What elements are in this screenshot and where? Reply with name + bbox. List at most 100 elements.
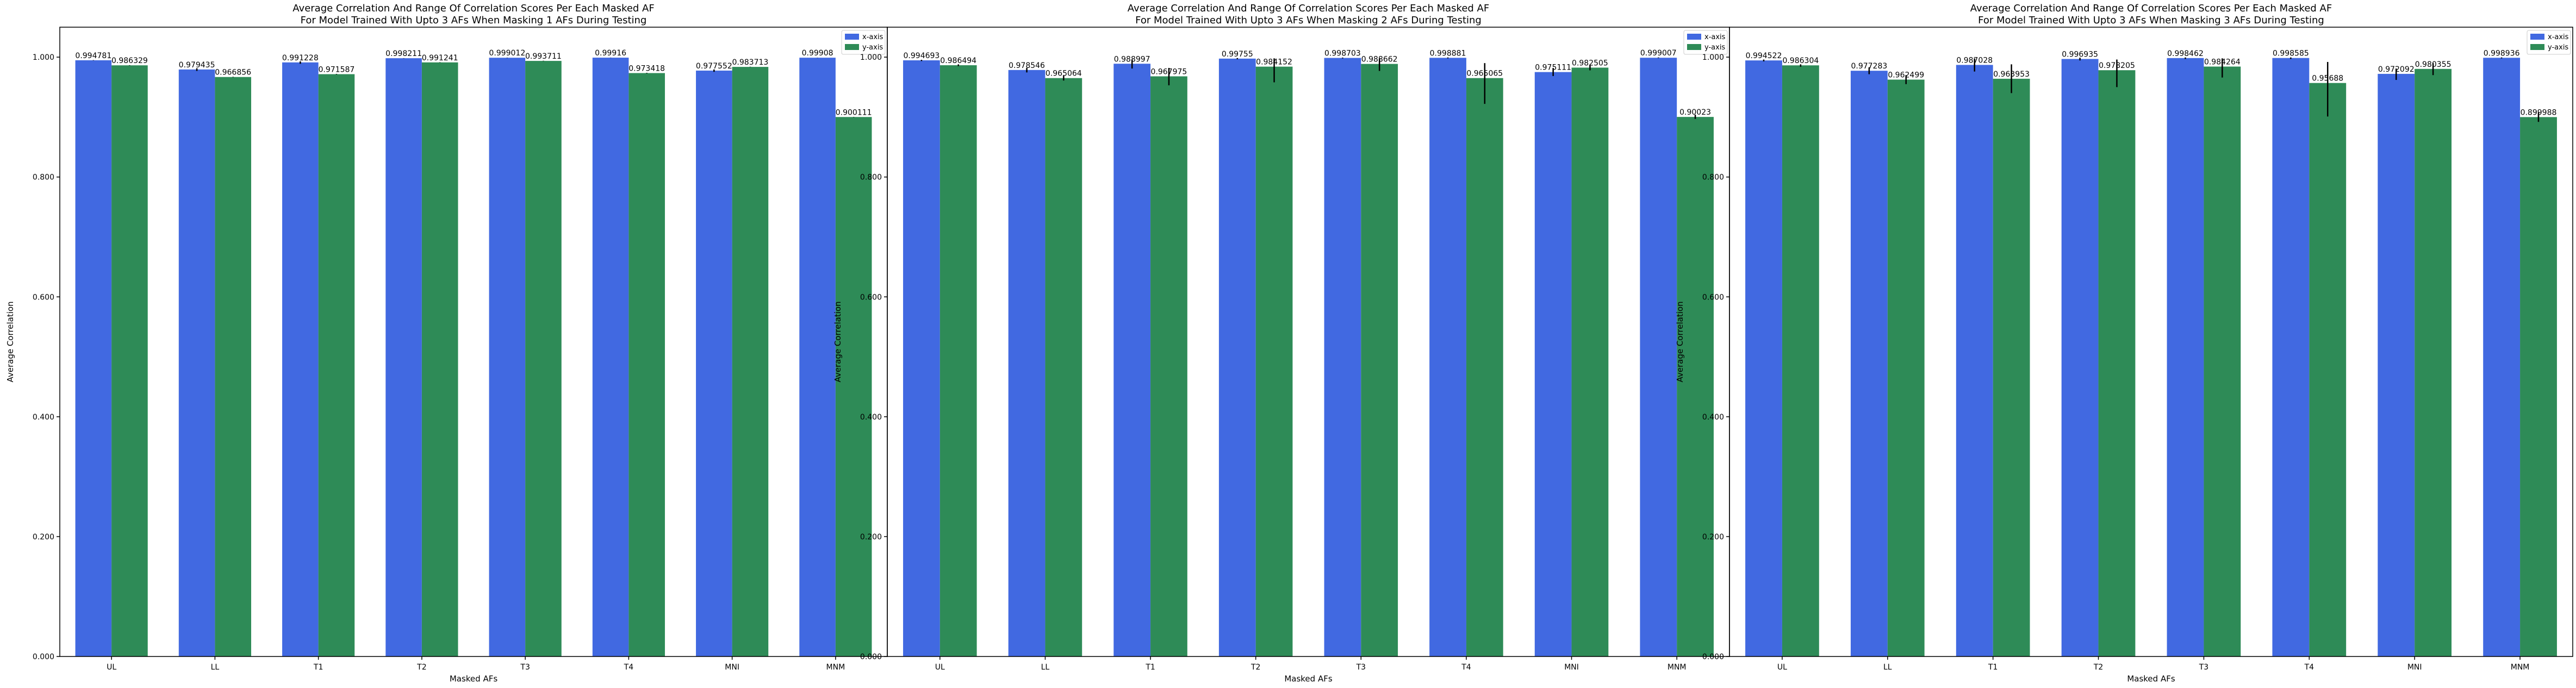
x-tick-label: T1 — [313, 663, 323, 672]
x-tick-label: MNI — [725, 663, 739, 672]
data-label: 0.998881 — [1430, 49, 1466, 58]
bar-y-axis-t1 — [1993, 78, 2030, 656]
legend-swatch — [1687, 34, 1701, 40]
x-tick-label: UL — [935, 663, 945, 672]
data-label: 0.984264 — [2204, 58, 2241, 66]
bar-y-axis-t4 — [2309, 83, 2347, 657]
y-axis-label: Average Correlation — [1675, 301, 1685, 382]
bar-x-axis-t1 — [282, 62, 319, 656]
bar-x-axis-t4 — [592, 58, 629, 657]
legend-swatch — [1687, 44, 1701, 50]
data-label: 0.971587 — [319, 65, 355, 74]
legend-label: x-axis — [1704, 33, 1726, 41]
bar-y-axis-t3 — [2204, 66, 2241, 656]
chart-panel-1: 0.994781 0.979435 0.991228 0.998211 0.999012… — [5, 3, 888, 684]
data-label: 0.998936 — [2484, 49, 2520, 58]
data-label: 0.986304 — [1782, 57, 1819, 65]
y-tick-label: 0.200 — [33, 533, 54, 541]
data-label: 0.95688 — [2312, 74, 2343, 83]
data-label: 0.90023 — [1679, 108, 1711, 117]
x-tick-label: T3 — [1356, 663, 1366, 672]
bar-y-axis-t1 — [318, 74, 355, 657]
bar-x-axis-ul — [903, 60, 940, 656]
x-tick-label: T4 — [1461, 663, 1471, 672]
data-label: 0.977552 — [696, 62, 732, 71]
bar-x-axis-t1 — [1956, 65, 1993, 657]
y-tick-label: 0.800 — [860, 173, 882, 182]
data-label: 0.994522 — [1746, 52, 1782, 60]
data-label: 0.966856 — [215, 68, 251, 77]
data-label: 0.984152 — [1256, 58, 1292, 67]
x-tick-label: MNI — [2407, 663, 2422, 672]
bar-x-axis-t4 — [2272, 58, 2310, 657]
x-axis-label: Masked AFs — [1284, 674, 1333, 684]
bar-x-axis-ll — [1008, 70, 1046, 656]
data-label: 0.987028 — [1956, 56, 1993, 65]
x-tick-label: T4 — [2304, 663, 2314, 672]
legend-swatch — [2530, 44, 2544, 50]
x-tick-label: MNM — [2511, 663, 2530, 672]
data-label: 0.982505 — [1572, 59, 1608, 67]
data-label: 0.999007 — [1640, 49, 1677, 58]
bar-x-axis-mnm — [2483, 58, 2521, 657]
data-label: 0.99755 — [1222, 50, 1253, 59]
legend-label: y-axis — [862, 43, 883, 52]
y-tick-label: 1.000 — [860, 53, 882, 62]
y-tick-label: 0.800 — [33, 173, 54, 182]
bar-x-axis-t3 — [489, 58, 526, 657]
legend-label: y-axis — [1704, 43, 1725, 52]
x-axis-label: Masked AFs — [2127, 674, 2175, 684]
data-label: 0.998703 — [1324, 49, 1361, 58]
data-label: 0.972092 — [2378, 65, 2415, 74]
chart-title: Average Correlation And Range Of Correla… — [1128, 3, 1489, 14]
data-label: 0.991228 — [282, 54, 319, 62]
bar-x-axis-t2 — [385, 58, 422, 657]
legend-swatch — [845, 34, 859, 40]
bar-y-axis-ul — [939, 65, 977, 656]
bar-y-axis-t2 — [1255, 66, 1293, 656]
bar-y-axis-ul — [1782, 65, 1819, 657]
bar-y-axis-t4 — [1466, 78, 1503, 657]
x-tick-label: T1 — [1988, 663, 1998, 672]
data-label: 0.965065 — [1466, 70, 1503, 78]
data-label: 0.994693 — [904, 52, 940, 60]
y-tick-label: 0.000 — [1702, 653, 1724, 661]
bar-x-axis-ll — [1850, 71, 1888, 657]
bar-x-axis-mni — [2378, 73, 2415, 656]
legend-label: x-axis — [2548, 33, 2569, 41]
bar-x-axis-t2 — [1218, 58, 1256, 657]
y-tick-label: 0.400 — [1702, 413, 1724, 422]
y-tick-label: 0.800 — [1702, 173, 1724, 182]
chart-subtitle: For Model Trained With Upto 3 AFs When M… — [301, 15, 647, 26]
legend-label: y-axis — [2548, 43, 2568, 52]
axes-frame — [1729, 27, 2573, 657]
bar-y-axis-t3 — [1361, 64, 1398, 656]
data-label: 0.993711 — [525, 52, 562, 61]
y-tick-label: 0.000 — [860, 653, 882, 661]
bar-y-axis-ll — [1887, 79, 1925, 656]
data-label: 0.988662 — [1361, 55, 1398, 64]
chart-subtitle: For Model Trained With Upto 3 AFs When M… — [1135, 15, 1482, 26]
x-tick-label: T2 — [1250, 663, 1260, 672]
bar-y-axis-t3 — [525, 61, 562, 656]
data-label: 0.998585 — [2273, 49, 2309, 58]
x-tick-label: LL — [1041, 663, 1050, 672]
y-axis-label: Average Correlation — [5, 301, 15, 382]
data-label: 0.980355 — [2415, 60, 2451, 69]
legend-swatch — [2530, 34, 2544, 40]
data-label: 0.998462 — [2167, 49, 2204, 58]
data-label: 0.965064 — [1046, 70, 1082, 78]
bar-y-axis-ll — [215, 77, 251, 657]
x-tick-label: MNM — [1667, 663, 1687, 672]
data-label: 0.994781 — [75, 52, 111, 60]
data-label: 0.975111 — [1535, 64, 1571, 72]
bar-x-axis-ll — [178, 69, 215, 656]
x-tick-label: UL — [1777, 663, 1787, 672]
y-tick-label: 0.200 — [1702, 533, 1724, 541]
chart-title: Average Correlation And Range Of Correla… — [1970, 3, 2332, 14]
x-tick-label: T3 — [520, 663, 530, 672]
data-label: 0.962499 — [1888, 71, 1924, 80]
bar-x-axis-mnm — [799, 58, 836, 657]
